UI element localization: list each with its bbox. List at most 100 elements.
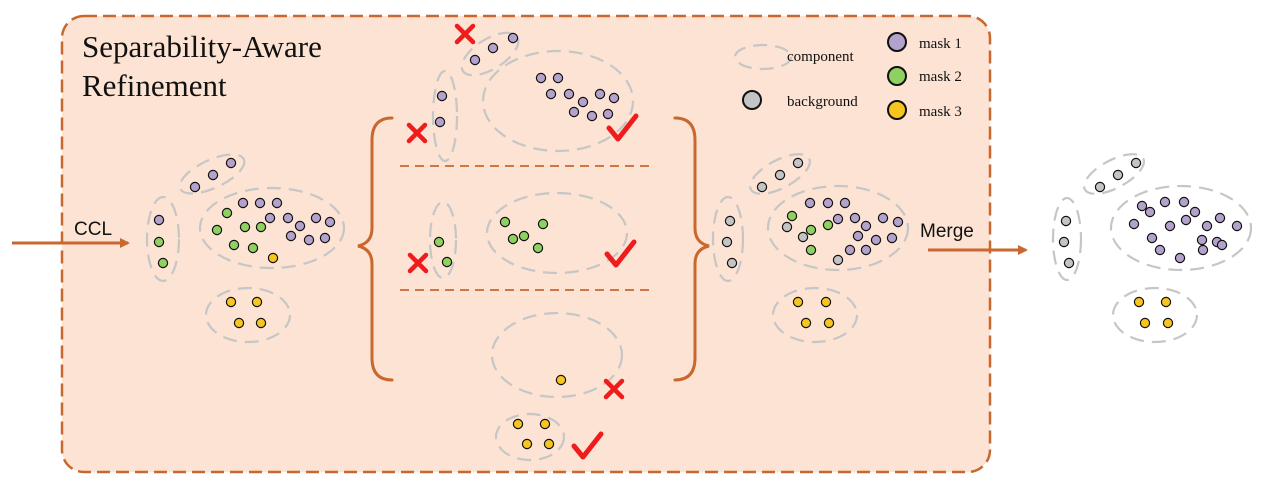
mask2-point bbox=[221, 207, 233, 219]
mask3-point bbox=[233, 317, 245, 329]
component-ellipse bbox=[494, 412, 566, 462]
candidate-separators bbox=[400, 165, 650, 291]
check-icon bbox=[604, 239, 637, 268]
mask2-point bbox=[822, 219, 834, 231]
component-ellipses bbox=[145, 31, 1253, 462]
panel-title-line-2: Refinement bbox=[82, 68, 227, 103]
ccl-label: CCL bbox=[74, 219, 112, 240]
mask2-point bbox=[805, 224, 817, 236]
mask1-point bbox=[602, 108, 614, 120]
background-point bbox=[742, 90, 762, 110]
mask1-point bbox=[237, 197, 249, 209]
mask1-point bbox=[1174, 252, 1186, 264]
component-ellipse bbox=[1051, 196, 1083, 282]
left-brace bbox=[357, 116, 394, 382]
background-point bbox=[781, 221, 793, 233]
mask3-point bbox=[555, 374, 567, 386]
mask1-point bbox=[434, 116, 446, 128]
mask2-point bbox=[228, 239, 240, 251]
check-icon bbox=[606, 113, 639, 142]
mask2-point bbox=[157, 257, 169, 269]
mask2-point bbox=[532, 242, 544, 254]
background-point bbox=[756, 181, 768, 193]
component-ellipse bbox=[733, 43, 793, 71]
mask1-point bbox=[860, 244, 872, 256]
mask1-point bbox=[1178, 196, 1190, 208]
point-clouds bbox=[153, 32, 1243, 450]
mask1-point bbox=[886, 232, 898, 244]
cross-icon bbox=[454, 23, 476, 45]
mask1-point bbox=[1154, 244, 1166, 256]
component-ellipse bbox=[766, 184, 910, 272]
mask1-point bbox=[594, 88, 606, 100]
mask2-point bbox=[786, 210, 798, 222]
component-ellipse bbox=[1111, 286, 1199, 344]
mask1-point bbox=[1196, 234, 1208, 246]
component-ellipse bbox=[1083, 153, 1145, 195]
mask3-point bbox=[543, 438, 555, 450]
mask1-point bbox=[153, 214, 165, 226]
background-point bbox=[1130, 157, 1142, 169]
mask2-point bbox=[153, 236, 165, 248]
background-point bbox=[797, 231, 809, 243]
mask2-point bbox=[805, 244, 817, 256]
mask1-point bbox=[877, 212, 889, 224]
mask1-point bbox=[264, 212, 276, 224]
component-ellipse bbox=[431, 69, 459, 163]
mask1-point bbox=[822, 197, 834, 209]
legend-mask1-label: mask 1 bbox=[919, 36, 962, 52]
mask3-point bbox=[521, 438, 533, 450]
flow-arrows bbox=[12, 238, 1028, 255]
mask1-point bbox=[1146, 232, 1158, 244]
panel-title-line-1: Separability-Aware bbox=[82, 29, 322, 64]
mask1-point bbox=[324, 216, 336, 228]
mask1-point bbox=[1201, 220, 1213, 232]
mask3-point bbox=[255, 317, 267, 329]
mask3-point bbox=[251, 296, 263, 308]
mask1-point bbox=[1164, 220, 1176, 232]
mask1-point bbox=[1144, 206, 1156, 218]
mask2-point bbox=[518, 230, 530, 242]
background-point bbox=[721, 236, 733, 248]
mask1-point bbox=[1128, 218, 1140, 230]
legend-mask3-label: mask 3 bbox=[919, 104, 962, 120]
component-ellipse bbox=[198, 186, 346, 270]
mask3-point bbox=[820, 296, 832, 308]
mask1-point bbox=[832, 213, 844, 225]
mask3-point bbox=[539, 418, 551, 430]
mask1-point bbox=[282, 212, 294, 224]
mask1-point bbox=[1136, 200, 1148, 212]
mask2-point bbox=[239, 221, 251, 233]
background-point bbox=[724, 215, 736, 227]
mask1-point bbox=[892, 216, 904, 228]
background-point bbox=[726, 257, 738, 269]
mask3-point bbox=[1133, 296, 1145, 308]
component-ellipse bbox=[1109, 184, 1253, 272]
mask1-point bbox=[310, 212, 322, 224]
mask1-point bbox=[852, 230, 864, 242]
component-ellipse bbox=[178, 153, 246, 195]
mask2-point bbox=[499, 216, 511, 228]
background-point bbox=[1058, 236, 1070, 248]
mask1-point bbox=[436, 90, 448, 102]
merge-label: Merge bbox=[920, 221, 974, 242]
mask1-point bbox=[1180, 214, 1192, 226]
legend-mask2-label: mask 2 bbox=[919, 69, 962, 85]
mask3-point bbox=[512, 418, 524, 430]
mask1-point bbox=[1214, 212, 1226, 224]
brace-group bbox=[357, 116, 710, 382]
background-point bbox=[792, 157, 804, 169]
background-point bbox=[1060, 215, 1072, 227]
mask1-point bbox=[507, 32, 519, 44]
background-point bbox=[832, 254, 844, 266]
mask1-point bbox=[849, 212, 861, 224]
component-ellipse bbox=[771, 286, 859, 344]
mask2-point bbox=[433, 236, 445, 248]
component-ellipse bbox=[711, 195, 745, 283]
mask1-point bbox=[1231, 220, 1243, 232]
mask1-point bbox=[568, 106, 580, 118]
mask1-point bbox=[487, 42, 499, 54]
mask3-point bbox=[792, 296, 804, 308]
mask1-point bbox=[870, 234, 882, 246]
component-ellipse bbox=[485, 191, 629, 275]
